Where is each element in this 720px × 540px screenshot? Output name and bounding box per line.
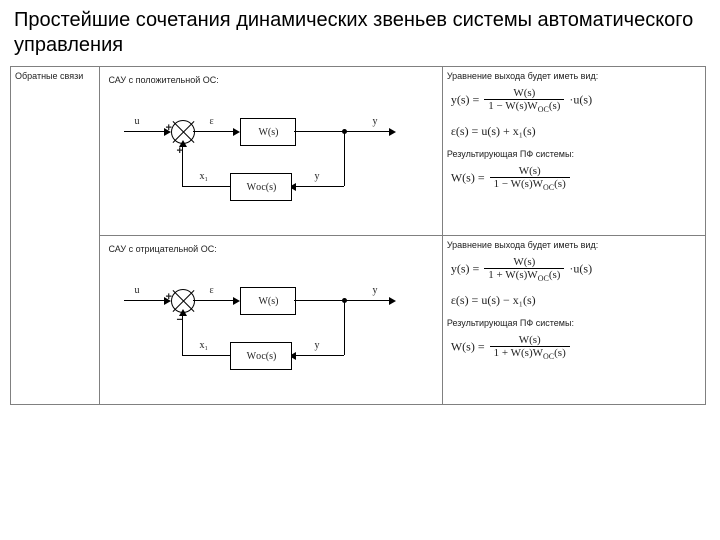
signal-y: y <box>372 116 377 127</box>
diagram-cell-positive: САУ с положительной ОС: u + + ε W(s) <box>100 67 442 236</box>
diagram-cell-negative: САУ с отрицательной ОС: u + − ε W(s) y <box>100 236 442 405</box>
signal-y-fb: y <box>314 171 319 182</box>
diagram-caption-2: САУ с отрицательной ОС: <box>108 244 437 254</box>
rowgroup-label: Обратные связи <box>11 67 100 405</box>
block-diagram-positive: u + + ε W(s) y y <box>104 91 424 231</box>
signal-x1-2: x₁ <box>199 340 208 351</box>
eq-y-2: y(s) = W(s) 1 + W(s)WOC(s) ·u(s) <box>451 256 701 283</box>
eq-output-caption-2: Уравнение выхода будет иметь вид: <box>447 240 701 250</box>
eq-output-caption-1: Уравнение выхода будет иметь вид: <box>447 71 701 81</box>
forward-block: W(s) <box>240 118 296 146</box>
sum-sign-top-2: + <box>165 292 171 303</box>
page-title: Простейшие сочетания динамических звенье… <box>0 0 720 62</box>
eq-w-2: W(s) = W(s) 1 + W(s)WOC(s) <box>451 334 701 361</box>
signal-eps: ε <box>209 116 213 127</box>
signal-u: u <box>134 116 139 127</box>
signal-eps-2: ε <box>209 285 213 296</box>
feedback-block: Wос(s) <box>230 173 292 201</box>
eq-tf-caption-2: Результирующая ПФ системы: <box>447 318 701 328</box>
forward-block-2: W(s) <box>240 287 296 315</box>
main-table: Обратные связи САУ с положительной ОС: u… <box>10 66 706 405</box>
signal-x1: x₁ <box>199 171 208 182</box>
feedback-block-2: Wос(s) <box>230 342 292 370</box>
signal-y-2: y <box>372 285 377 296</box>
eq-w-1: W(s) = W(s) 1 − W(s)WOC(s) <box>451 165 701 192</box>
sum-sign-top: + <box>165 123 171 134</box>
rowgroup-label-text: Обратные связи <box>15 71 95 81</box>
signal-u-2: u <box>134 285 139 296</box>
eq-eps-1: ε(s) = u(s) + x₁(s) <box>451 124 701 139</box>
equations-cell-positive: Уравнение выхода будет иметь вид: y(s) =… <box>442 67 705 236</box>
eq-y-1: y(s) = W(s) 1 − W(s)WOC(s) ·u(s) <box>451 87 701 114</box>
equations-cell-negative: Уравнение выхода будет иметь вид: y(s) =… <box>442 236 705 405</box>
diagram-caption-1: САУ с положительной ОС: <box>108 75 437 85</box>
block-diagram-negative: u + − ε W(s) y y Wос(s) x₁ <box>104 260 424 400</box>
signal-y-fb-2: y <box>314 340 319 351</box>
eq-tf-caption-1: Результирующая ПФ системы: <box>447 149 701 159</box>
eq-eps-2: ε(s) = u(s) − x₁(s) <box>451 293 701 308</box>
